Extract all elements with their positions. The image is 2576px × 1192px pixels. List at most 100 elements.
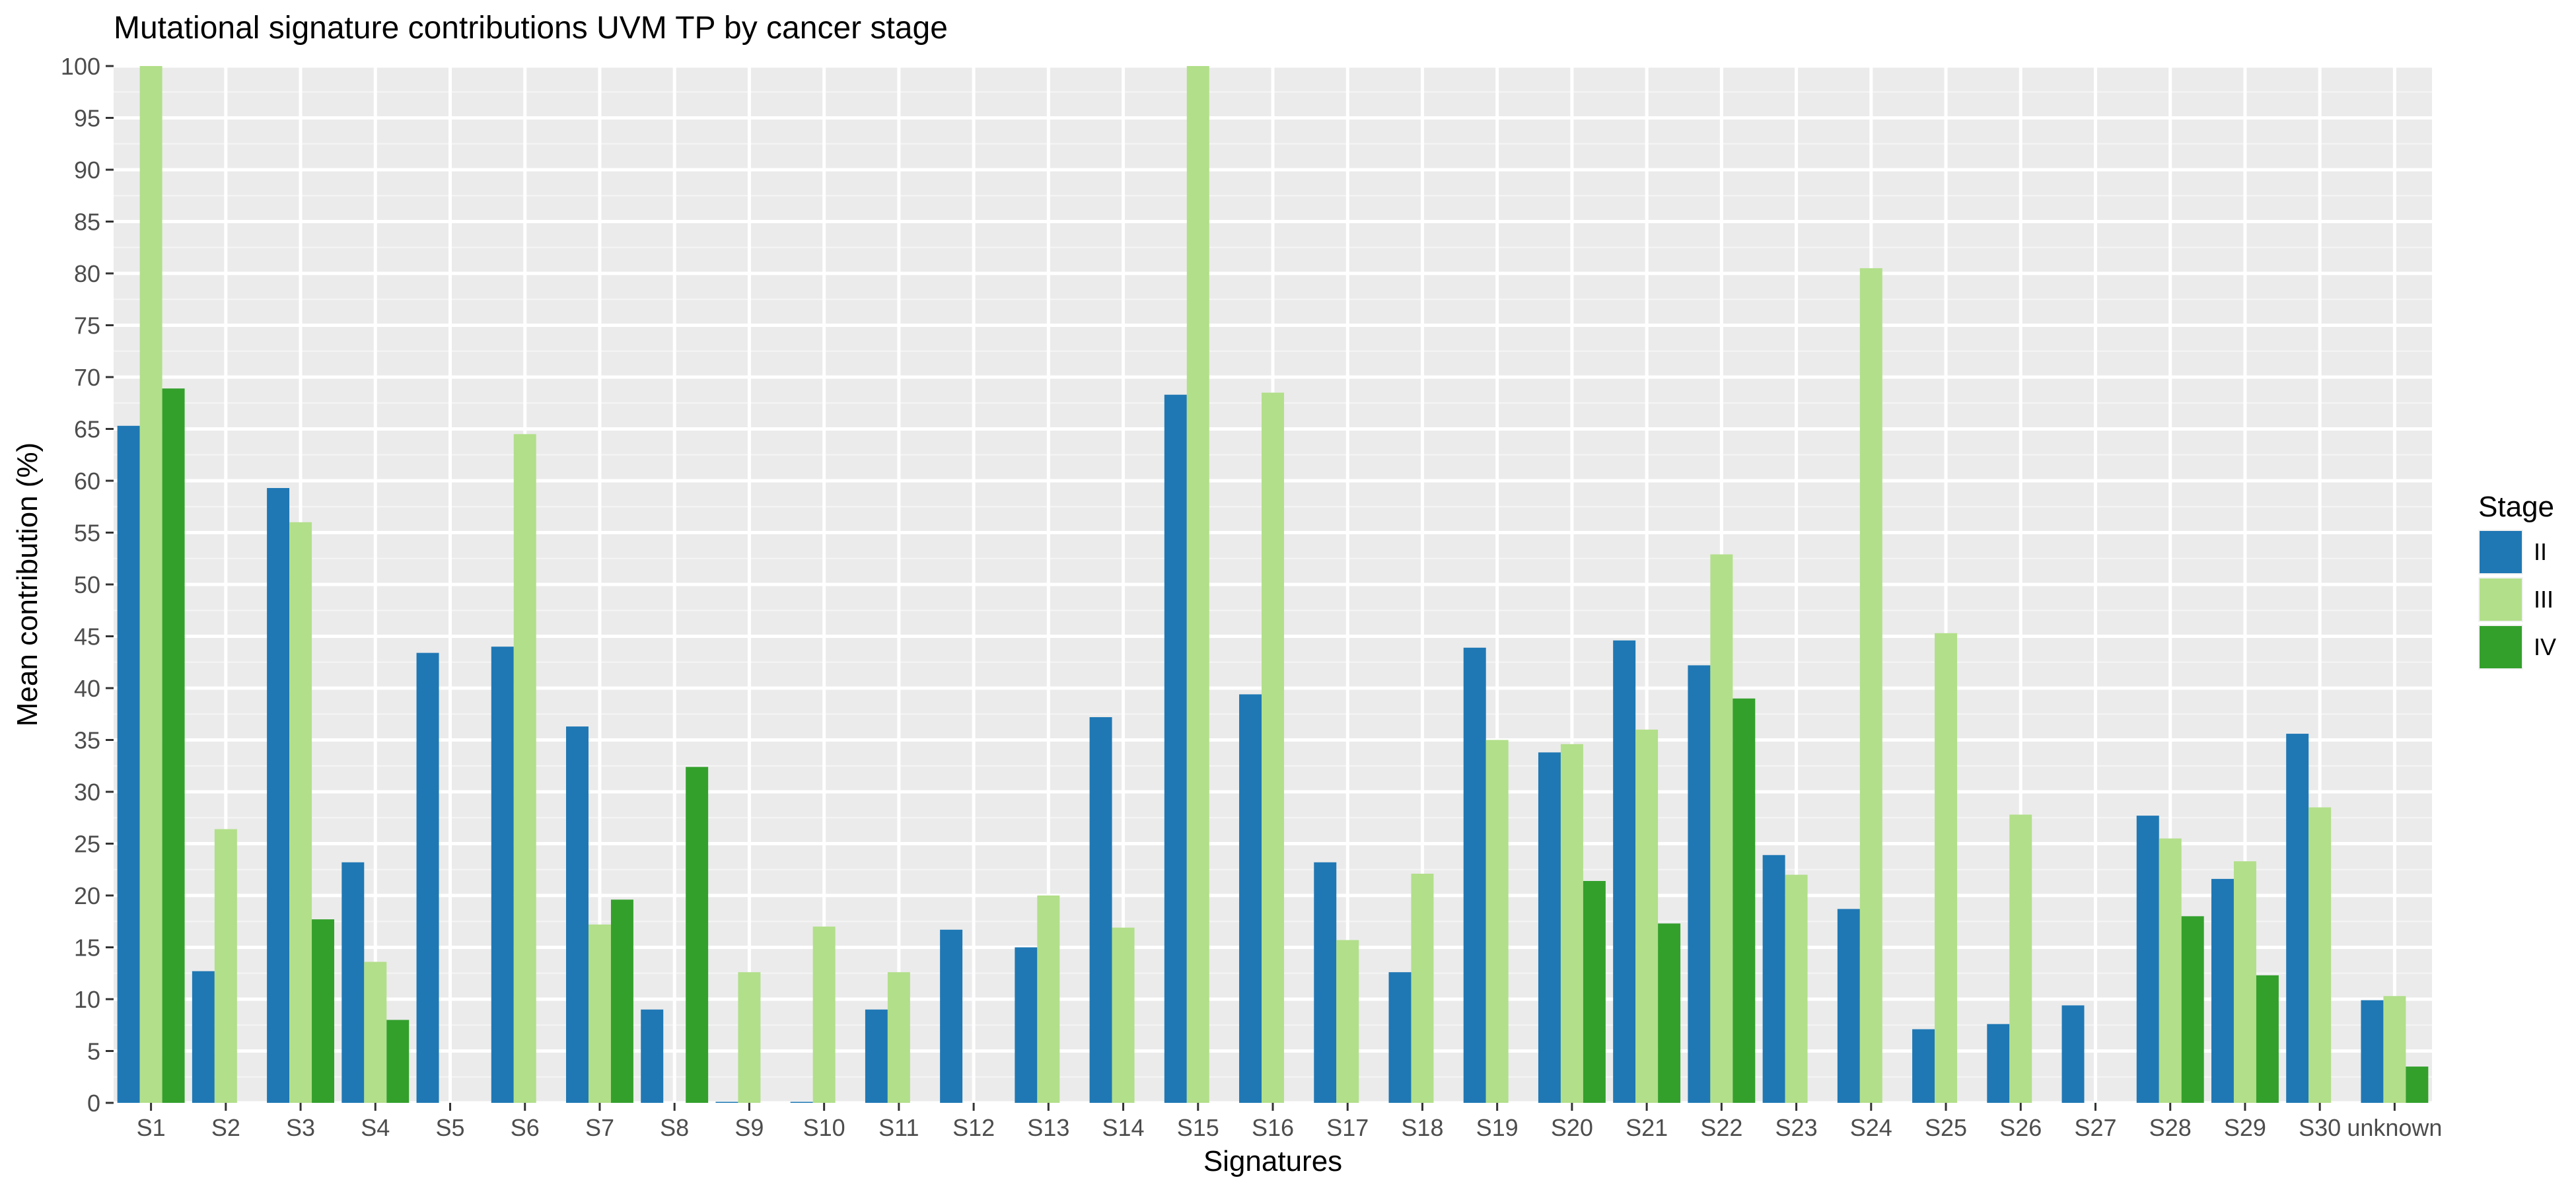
bar-III-S23 <box>1785 874 1808 1103</box>
legend-label-III: III <box>2534 586 2554 613</box>
bar-III-S14 <box>1112 927 1135 1103</box>
bar-II-S16 <box>1239 694 1262 1103</box>
bar-III-S9 <box>738 972 761 1103</box>
bar-II-S11 <box>865 1009 888 1103</box>
bar-III-S28 <box>2159 838 2182 1103</box>
bar-II-S6 <box>491 647 514 1103</box>
bar-II-S13 <box>1015 947 1038 1103</box>
x-tick-label: S24 <box>1850 1114 1892 1141</box>
y-tick-label: 65 <box>74 416 100 443</box>
y-tick-label: 95 <box>74 105 100 132</box>
x-tick-label: S22 <box>1700 1114 1742 1141</box>
bar-III-S29 <box>2233 861 2256 1103</box>
bar-IV-S22 <box>1733 698 1756 1103</box>
legend-label-II: II <box>2534 538 2547 565</box>
bar-III-S24 <box>1859 268 1882 1103</box>
bar-III-S7 <box>588 924 611 1103</box>
bar-III-S30 <box>2308 807 2332 1103</box>
legend-key-III <box>2480 578 2522 621</box>
x-tick-label: S9 <box>734 1114 764 1141</box>
bar-III-S1 <box>139 66 162 1103</box>
bar-II-S26 <box>1987 1024 2010 1103</box>
x-tick-label: S29 <box>2224 1114 2266 1141</box>
bar-II-S22 <box>1688 665 1711 1103</box>
y-tick-label: 30 <box>74 779 100 806</box>
bar-III-S2 <box>214 829 237 1103</box>
bar-III-S18 <box>1411 874 1434 1103</box>
x-tick-label: S21 <box>1626 1114 1668 1141</box>
y-tick-label: 0 <box>87 1090 100 1117</box>
x-tick-label: S28 <box>2149 1114 2192 1141</box>
bar-III-S11 <box>887 972 910 1103</box>
x-tick-label: S11 <box>878 1114 919 1141</box>
legend-title: Stage <box>2478 491 2554 523</box>
bar-IV-S20 <box>1583 881 1606 1103</box>
x-tick-label: S14 <box>1102 1114 1145 1141</box>
bar-II-S3 <box>267 487 290 1103</box>
y-tick-label: 70 <box>74 364 100 391</box>
bar-II-S5 <box>416 652 439 1103</box>
legend-key-II <box>2480 531 2522 573</box>
x-tick-label: S27 <box>2074 1114 2116 1141</box>
bar-IV-S1 <box>162 388 185 1103</box>
bar-IV-S3 <box>312 919 335 1103</box>
bar-II-S7 <box>566 726 589 1103</box>
bar-II-S10 <box>790 1102 813 1103</box>
chart-title: Mutational signature contributions UVM T… <box>114 11 948 46</box>
bar-II-S15 <box>1164 394 1187 1104</box>
bar-II-S1 <box>117 425 140 1103</box>
bar-II-S19 <box>1463 647 1486 1103</box>
bar-III-S6 <box>513 434 536 1103</box>
bars-group <box>117 66 2429 1104</box>
y-tick-label: 55 <box>74 520 100 547</box>
bar-III-S15 <box>1186 66 1209 1103</box>
bar-II-S14 <box>1089 717 1112 1103</box>
bar-III-S21 <box>1635 729 1659 1103</box>
bar-II-S27 <box>2061 1005 2085 1103</box>
x-tick-label: S25 <box>1925 1114 1967 1141</box>
bar-II-S21 <box>1613 640 1636 1103</box>
x-tick-label: S6 <box>511 1114 540 1141</box>
bar-II-S8 <box>641 1009 664 1103</box>
bar-IV-S28 <box>2181 916 2204 1103</box>
bar-III-S3 <box>289 522 312 1103</box>
bar-IV-S29 <box>2256 975 2279 1103</box>
y-tick-label: 40 <box>74 675 100 702</box>
bar-III-S26 <box>2009 814 2032 1103</box>
x-axis-label: Signatures <box>1203 1145 1342 1177</box>
bar-III-S4 <box>364 962 387 1103</box>
x-tick-label: S7 <box>585 1114 614 1141</box>
x-tick-label: S26 <box>1999 1114 2042 1141</box>
bar-II-S30 <box>2286 734 2309 1103</box>
bar-III-S13 <box>1037 895 1060 1103</box>
bar-II-S2 <box>192 971 215 1103</box>
x-tick-label: S20 <box>1551 1114 1593 1141</box>
bar-II-S9 <box>715 1102 738 1103</box>
bar-II-S18 <box>1388 972 1412 1103</box>
bar-III-S22 <box>1710 554 1733 1103</box>
y-tick-label: 35 <box>74 727 100 754</box>
bar-II-S24 <box>1837 909 1860 1103</box>
bar-II-S28 <box>2136 816 2159 1103</box>
x-tick-label: S30 <box>2299 1114 2341 1141</box>
bar-IV-S4 <box>386 1020 410 1103</box>
x-tick-label: S15 <box>1177 1114 1219 1141</box>
x-tick-label: S13 <box>1027 1114 1069 1141</box>
bar-IV-unknown <box>2406 1067 2429 1103</box>
y-tick-label: 25 <box>74 831 100 858</box>
bar-IV-S8 <box>686 767 709 1103</box>
x-tick-label: S16 <box>1252 1114 1294 1141</box>
bar-III-unknown <box>2383 996 2406 1103</box>
bar-II-S17 <box>1314 862 1337 1103</box>
y-tick-label: 100 <box>61 53 100 80</box>
y-tick-label: 20 <box>74 882 100 909</box>
x-tick-label: S1 <box>137 1114 166 1141</box>
legend-key-IV <box>2480 626 2522 668</box>
y-tick-label: 80 <box>74 260 100 287</box>
bar-II-S4 <box>341 862 365 1103</box>
y-tick-label: 15 <box>74 934 100 962</box>
y-tick-label: 45 <box>74 623 100 650</box>
bar-II-S29 <box>2211 878 2234 1103</box>
